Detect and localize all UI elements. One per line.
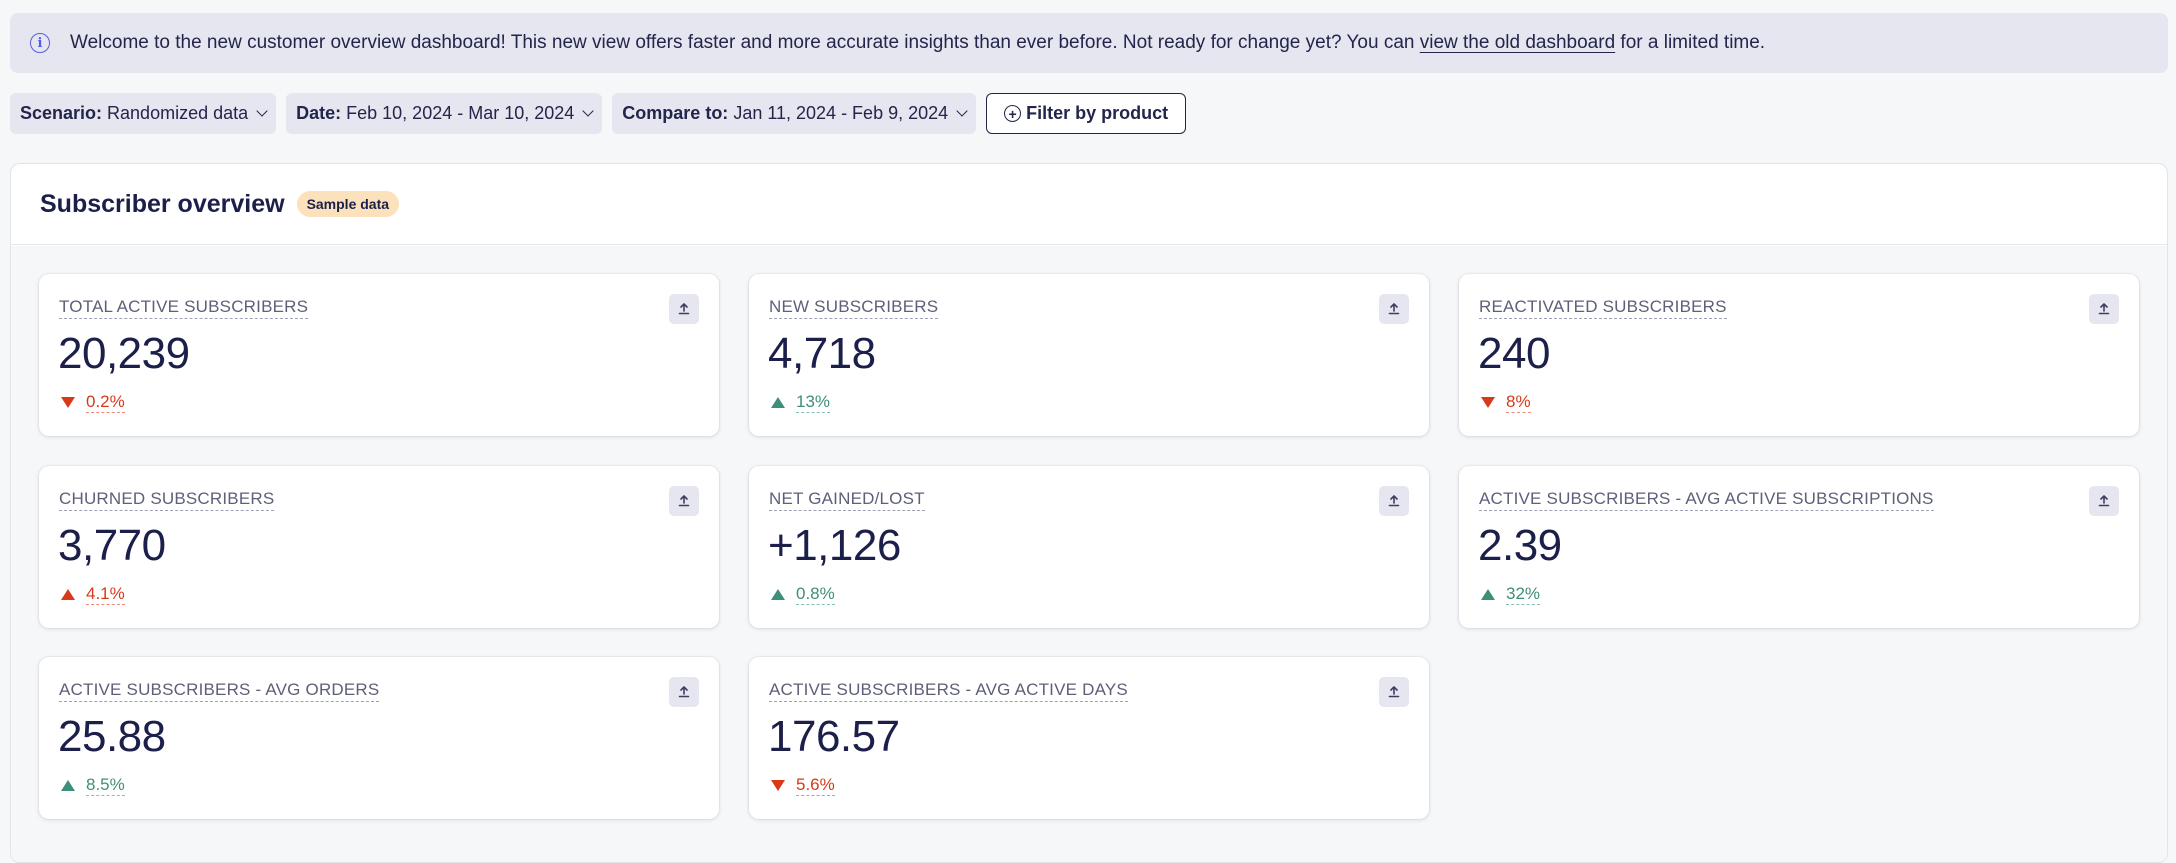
compare-label: Compare to:: [622, 103, 729, 123]
metric-card: REACTIVATED SUBSCRIBERS 240 8%: [1459, 274, 2139, 436]
triangle-up-icon: [1481, 589, 1495, 600]
metric-value: 240: [1478, 329, 1550, 378]
export-button[interactable]: [2089, 294, 2119, 324]
compare-value: Jan 11, 2024 - Feb 9, 2024: [733, 103, 949, 123]
metric-value: 3,770: [58, 521, 166, 570]
triangle-down-icon: [1481, 397, 1495, 408]
metric-card: ACTIVE SUBSCRIBERS - AVG ORDERS 25.88 8.5%: [39, 657, 719, 819]
metric-card: NEW SUBSCRIBERS 4,718 13%: [749, 274, 1429, 436]
delta-percent: 5.6%: [796, 775, 835, 796]
scenario-dropdown[interactable]: Scenario: Randomized data: [10, 93, 277, 134]
metric-card: NET GAINED/LOST +1,126 0.8%: [749, 466, 1429, 628]
metric-label[interactable]: REACTIVATED SUBSCRIBERS: [1479, 297, 1727, 319]
delta-percent: 13%: [796, 392, 831, 413]
triangle-up-icon: [61, 589, 75, 600]
metric-label[interactable]: CHURNED SUBSCRIBERS: [59, 489, 275, 511]
export-button[interactable]: [669, 294, 699, 324]
export-icon: [1388, 686, 1400, 698]
delta-percent: 4.1%: [86, 584, 125, 605]
metric-value: 176.57: [768, 712, 900, 761]
triangle-up-icon: [61, 780, 75, 791]
metric-delta[interactable]: 4.1%: [61, 584, 125, 605]
delta-percent: 8.5%: [86, 775, 125, 796]
export-icon: [1388, 303, 1400, 315]
chevron-down-icon: [582, 105, 594, 117]
export-icon: [2098, 495, 2110, 507]
sample-data-badge: Sample data: [296, 191, 400, 217]
export-button[interactable]: [1379, 677, 1409, 707]
export-button[interactable]: [669, 677, 699, 707]
date-range-dropdown[interactable]: Date: Feb 10, 2024 - Mar 10, 2024: [286, 93, 603, 134]
triangle-down-icon: [61, 397, 75, 408]
metric-card: CHURNED SUBSCRIBERS 3,770 4.1%: [39, 466, 719, 628]
delta-percent: 0.8%: [796, 584, 835, 605]
metric-value: 4,718: [768, 329, 876, 378]
export-button[interactable]: [2089, 486, 2119, 516]
metric-card: ACTIVE SUBSCRIBERS - AVG ACTIVE SUBSCRIP…: [1459, 466, 2139, 628]
metric-delta[interactable]: 32%: [1481, 584, 1541, 605]
date-value: Feb 10, 2024 - Mar 10, 2024: [346, 103, 575, 123]
triangle-up-icon: [771, 589, 785, 600]
metric-value: 2.39: [1478, 521, 1562, 570]
chevron-down-icon: [256, 105, 268, 117]
metric-delta[interactable]: 13%: [771, 392, 831, 413]
metric-label[interactable]: NET GAINED/LOST: [769, 489, 925, 511]
metric-card: TOTAL ACTIVE SUBSCRIBERS 20,239 0.2%: [39, 274, 719, 436]
welcome-banner: i Welcome to the new customer overview d…: [10, 13, 2168, 73]
export-icon: [678, 686, 690, 698]
metric-card: ACTIVE SUBSCRIBERS - AVG ACTIVE DAYS 176.…: [749, 657, 1429, 819]
panel-header: Subscriber overview Sample data: [11, 164, 2167, 245]
metric-delta[interactable]: 0.8%: [771, 584, 835, 605]
metric-label[interactable]: ACTIVE SUBSCRIBERS - AVG ACTIVE DAYS: [769, 680, 1128, 702]
metric-value: 25.88: [58, 712, 166, 761]
triangle-up-icon: [771, 397, 785, 408]
metric-delta[interactable]: 8.5%: [61, 775, 125, 796]
export-icon: [678, 303, 690, 315]
banner-text-before: Welcome to the new customer overview das…: [70, 32, 1420, 53]
metric-label[interactable]: ACTIVE SUBSCRIBERS - AVG ACTIVE SUBSCRIP…: [1479, 489, 1934, 511]
export-icon: [2098, 303, 2110, 315]
triangle-down-icon: [771, 780, 785, 791]
metric-delta[interactable]: 5.6%: [771, 775, 835, 796]
filter-by-product-button[interactable]: + Filter by product: [986, 93, 1187, 134]
compare-dropdown[interactable]: Compare to: Jan 11, 2024 - Feb 9, 2024: [612, 93, 977, 134]
metric-label[interactable]: TOTAL ACTIVE SUBSCRIBERS: [59, 297, 309, 319]
delta-percent: 0.2%: [86, 392, 125, 413]
metric-value: 20,239: [58, 329, 190, 378]
export-button[interactable]: [1379, 486, 1409, 516]
export-icon: [678, 495, 690, 507]
plus-circle-icon: +: [1004, 105, 1022, 122]
filter-by-product-label: Filter by product: [1026, 103, 1169, 123]
metric-label[interactable]: NEW SUBSCRIBERS: [769, 297, 939, 319]
metric-value: +1,126: [768, 521, 901, 570]
metric-delta[interactable]: 0.2%: [61, 392, 125, 413]
date-label: Date:: [296, 103, 342, 123]
banner-text: Welcome to the new customer overview das…: [70, 32, 1765, 54]
scenario-value: Randomized data: [107, 103, 249, 123]
scenario-label: Scenario:: [20, 103, 103, 123]
old-dashboard-link[interactable]: view the old dashboard: [1419, 32, 1616, 53]
banner-text-after: for a limited time.: [1615, 32, 1766, 53]
export-icon: [1388, 495, 1400, 507]
panel-title: Subscriber overview: [40, 189, 285, 218]
chevron-down-icon: [956, 105, 968, 117]
metric-delta[interactable]: 8%: [1481, 392, 1531, 413]
filter-bar: Scenario: Randomized data Date: Feb 10, …: [10, 93, 1187, 134]
metric-label[interactable]: ACTIVE SUBSCRIBERS - AVG ORDERS: [59, 680, 380, 702]
info-icon: i: [30, 33, 50, 53]
delta-percent: 8%: [1506, 392, 1531, 413]
export-button[interactable]: [669, 486, 699, 516]
export-button[interactable]: [1379, 294, 1409, 324]
delta-percent: 32%: [1506, 584, 1541, 605]
